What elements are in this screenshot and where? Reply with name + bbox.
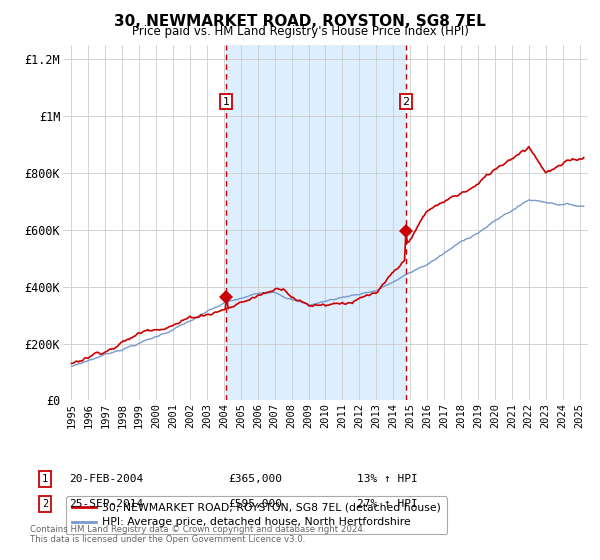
Text: 13% ↑ HPI: 13% ↑ HPI xyxy=(357,474,418,484)
Text: 20-FEB-2004: 20-FEB-2004 xyxy=(69,474,143,484)
Text: 30, NEWMARKET ROAD, ROYSTON, SG8 7EL: 30, NEWMARKET ROAD, ROYSTON, SG8 7EL xyxy=(114,14,486,29)
Text: 25-SEP-2014: 25-SEP-2014 xyxy=(69,499,143,509)
Text: Contains HM Land Registry data © Crown copyright and database right 2024.
This d: Contains HM Land Registry data © Crown c… xyxy=(30,525,365,544)
Text: 1: 1 xyxy=(223,97,230,107)
Bar xyxy=(226,45,406,400)
Text: £365,000: £365,000 xyxy=(228,474,282,484)
Text: 27% ↑ HPI: 27% ↑ HPI xyxy=(357,499,418,509)
Text: £595,000: £595,000 xyxy=(228,499,282,509)
Legend: 30, NEWMARKET ROAD, ROYSTON, SG8 7EL (detached house), HPI: Average price, detac: 30, NEWMARKET ROAD, ROYSTON, SG8 7EL (de… xyxy=(66,497,447,534)
Text: 2: 2 xyxy=(42,499,48,509)
Text: Price paid vs. HM Land Registry's House Price Index (HPI): Price paid vs. HM Land Registry's House … xyxy=(131,25,469,38)
Text: 1: 1 xyxy=(42,474,48,484)
Text: 2: 2 xyxy=(402,97,409,107)
